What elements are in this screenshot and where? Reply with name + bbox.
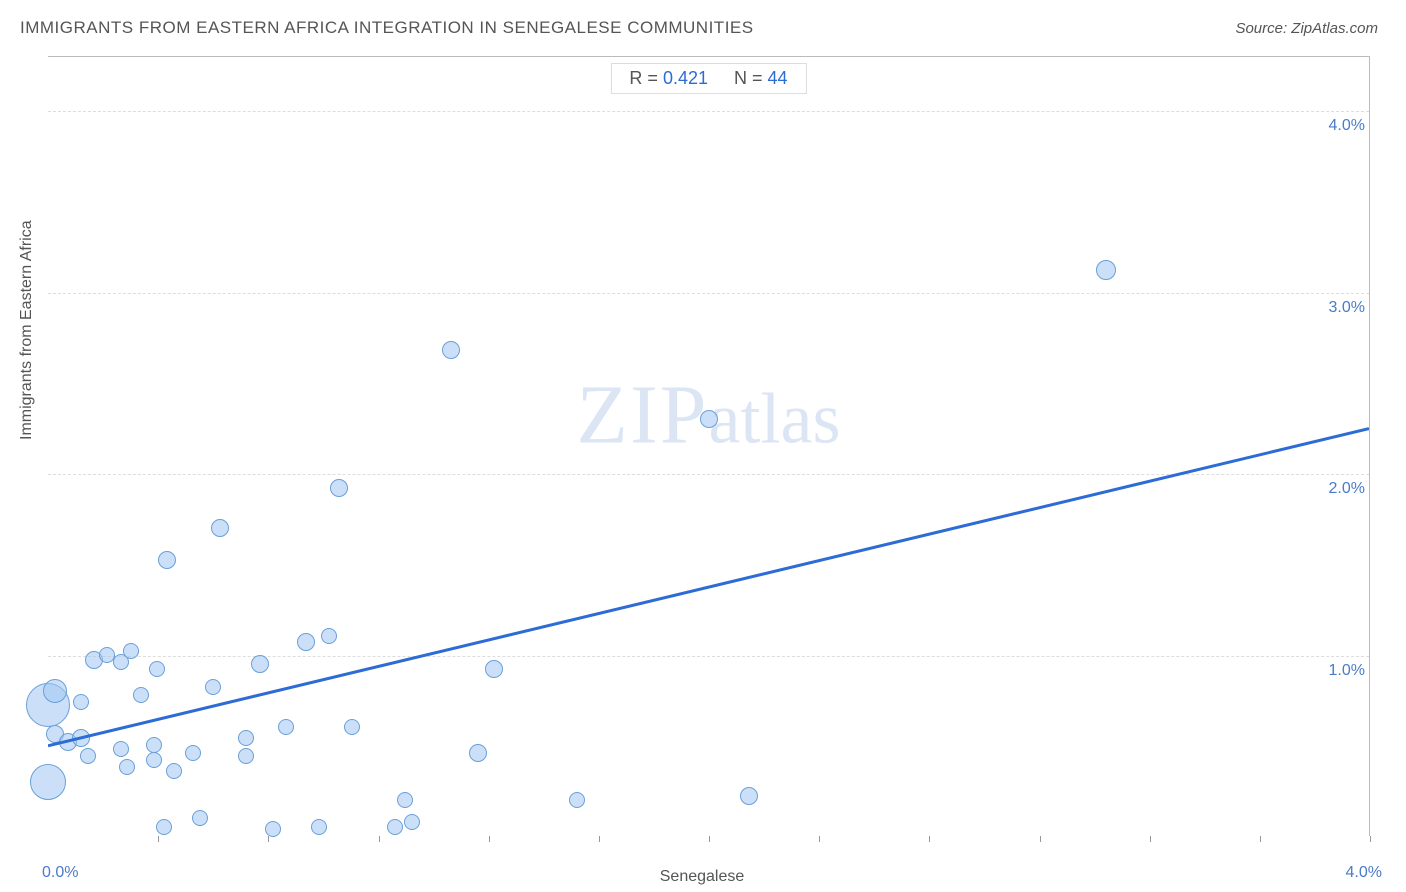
x-tick: [929, 836, 930, 842]
data-point: [1096, 260, 1116, 280]
data-point: [297, 633, 315, 651]
data-point: [321, 628, 337, 644]
x-tick: [1150, 836, 1151, 842]
data-point: [80, 748, 96, 764]
source-attribution: Source: ZipAtlas.com: [1235, 20, 1378, 37]
data-point: [469, 744, 487, 762]
data-point: [43, 679, 67, 703]
data-point: [192, 810, 208, 826]
x-tick: [819, 836, 820, 842]
x-tick: [1040, 836, 1041, 842]
data-point: [251, 655, 269, 673]
data-point: [73, 694, 89, 710]
x-tick: [1370, 836, 1371, 842]
y-axis-label: 3.0%: [1311, 299, 1371, 317]
data-point: [442, 341, 460, 359]
data-point: [146, 752, 162, 768]
x-tick: [379, 836, 380, 842]
data-point: [404, 814, 420, 830]
data-point: [238, 730, 254, 746]
y-axis-label: 1.0%: [1311, 662, 1371, 680]
gridline-h: [48, 293, 1369, 294]
plot-layer: 1.0% 2.0% 3.0% 4.0%: [48, 57, 1369, 836]
y-axis-label: 4.0%: [1311, 117, 1371, 135]
chart-plot-area: ZIPatlas R = 0.421 N = 44 1.0%2.0%3.0%4.…: [48, 56, 1370, 836]
data-point: [330, 479, 348, 497]
data-point: [569, 792, 585, 808]
data-point: [146, 737, 162, 753]
data-point: [72, 729, 90, 747]
data-point: [485, 660, 503, 678]
data-point: [311, 819, 327, 835]
data-point: [166, 763, 182, 779]
x-axis-max-label: 4.0%: [1346, 864, 1382, 882]
gridline-h: [48, 656, 1369, 657]
data-point: [265, 821, 281, 837]
gridline-h: [48, 474, 1369, 475]
data-point: [119, 759, 135, 775]
x-tick: [268, 836, 269, 842]
data-point: [700, 410, 718, 428]
x-tick: [599, 836, 600, 842]
data-point: [740, 787, 758, 805]
data-point: [113, 741, 129, 757]
data-point: [205, 679, 221, 695]
x-tick: [489, 836, 490, 842]
x-axis-min-label: 0.0%: [42, 864, 78, 882]
x-axis-title: Senegalese: [660, 868, 745, 886]
x-tick: [1260, 836, 1261, 842]
y-axis-label: 2.0%: [1311, 480, 1371, 498]
data-point: [185, 745, 201, 761]
data-point: [30, 764, 66, 800]
data-point: [344, 719, 360, 735]
chart-title: IMMIGRANTS FROM EASTERN AFRICA INTEGRATI…: [20, 18, 754, 38]
data-point: [387, 819, 403, 835]
x-tick: [158, 836, 159, 842]
y-axis-title: Immigrants from Eastern Africa: [18, 220, 36, 440]
data-point: [149, 661, 165, 677]
x-tick: [709, 836, 710, 842]
data-point: [211, 519, 229, 537]
data-point: [123, 643, 139, 659]
data-point: [238, 748, 254, 764]
data-point: [156, 819, 172, 835]
data-point: [158, 551, 176, 569]
gridline-h: [48, 111, 1369, 112]
data-point: [397, 792, 413, 808]
data-point: [133, 687, 149, 703]
data-point: [278, 719, 294, 735]
